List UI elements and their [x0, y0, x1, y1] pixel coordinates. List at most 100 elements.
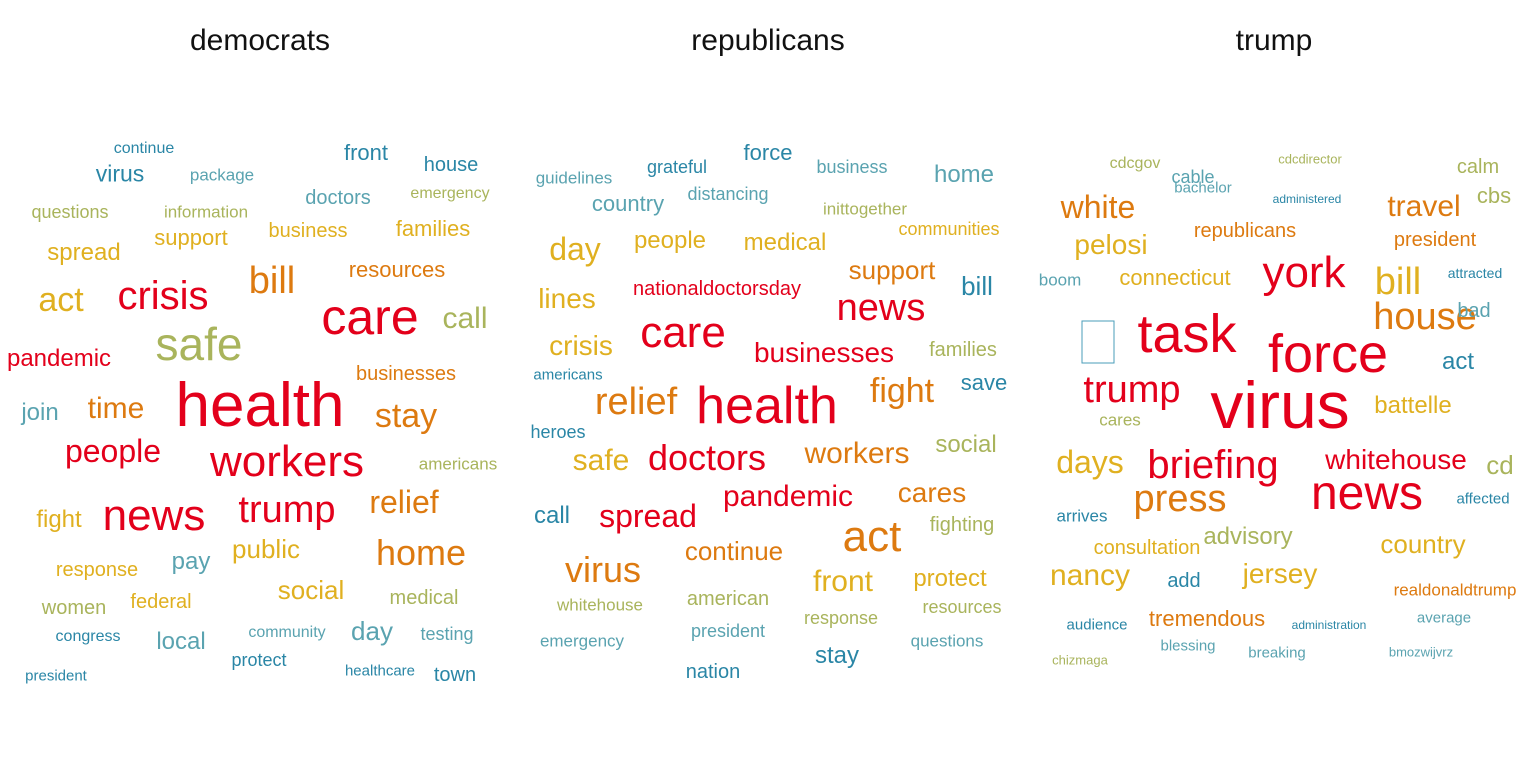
word-battelle: battelle: [1374, 392, 1452, 419]
word-business: business: [816, 157, 888, 177]
word-administered: administered: [1272, 192, 1342, 206]
panel-title: trump: [1235, 24, 1313, 57]
word-day: day: [549, 231, 601, 267]
word-cloud: continue front house virus package doctors eme…: [4, 0, 516, 768]
panel-trump: trump cdcgov cdcdirector calm bachelor cable…: [1018, 0, 1530, 768]
word-front: front: [343, 140, 389, 165]
word-cloud: cdcgov cdcdirector calm bachelor cable admini…: [1018, 0, 1530, 768]
word-act: act: [842, 512, 902, 561]
word-jersey: jersey: [1242, 558, 1318, 589]
word-cbs: cbs: [1476, 183, 1512, 208]
word-calm: calm: [1456, 156, 1500, 178]
word-healthcare: healthcare: [344, 662, 416, 680]
word-pandemic: pandemic: [6, 345, 112, 372]
panel-title: democrats: [189, 24, 331, 57]
word-travel: travel: [1387, 190, 1461, 223]
word-continue: continue: [684, 536, 784, 566]
word-virus: virus: [95, 160, 145, 187]
word-republicans: republicans: [1193, 220, 1297, 242]
word-virus: virus: [564, 549, 642, 590]
word-business: business: [268, 220, 348, 242]
word-affected: affected: [1456, 490, 1510, 508]
word-federal: federal: [130, 591, 192, 613]
word-grateful: grateful: [646, 157, 708, 177]
word-virus: virus: [1210, 368, 1350, 442]
word-doctors: doctors: [305, 187, 371, 209]
word-americans: americans: [533, 366, 603, 384]
word-protect: protect: [231, 650, 287, 670]
word-bmozwijvrz: bmozwijvrz: [1388, 644, 1454, 660]
word-nationaldoctorsday: nationaldoctorsday: [633, 278, 801, 300]
word-day: day: [351, 616, 393, 646]
word-nancy: nancy: [1049, 559, 1131, 592]
word-trump: trump: [1083, 369, 1181, 411]
word-president: president: [690, 621, 766, 641]
missing-glyph-icon: [1081, 320, 1115, 364]
word-task: task: [1137, 304, 1237, 364]
word-nation: nation: [685, 661, 741, 683]
word-join: join: [21, 399, 59, 426]
word-boom: boom: [1038, 270, 1082, 290]
word-consultation: consultation: [1093, 537, 1201, 559]
word-bill: bill: [961, 271, 993, 301]
panel-title: republicans: [691, 24, 845, 57]
word-call: call: [442, 302, 488, 335]
word-news: news: [102, 491, 206, 540]
word-medical: medical: [389, 587, 459, 609]
word-press: press: [1133, 478, 1227, 520]
word-tremendous: tremendous: [1148, 606, 1266, 631]
word-questions: questions: [910, 631, 984, 651]
word-social: social: [277, 575, 345, 605]
word-arrives: arrives: [1056, 506, 1108, 526]
word-businesses: businesses: [355, 363, 457, 385]
word-cares: cares: [1099, 410, 1141, 430]
word-cd: cd: [1486, 450, 1514, 480]
word-businesses: businesses: [753, 337, 895, 368]
word-package: package: [189, 165, 255, 185]
word-realdonaldtrump: realdonaldtrump: [1393, 580, 1517, 600]
word-fight: fight: [36, 506, 82, 533]
word-home: home: [933, 161, 995, 188]
word-relief: relief: [594, 381, 678, 423]
word-emergency: emergency: [410, 185, 490, 202]
word-people: people: [633, 227, 707, 254]
word-president: president: [1393, 229, 1477, 251]
word-families: families: [929, 339, 997, 361]
word-advisory: advisory: [1203, 523, 1293, 550]
word-stay: stay: [814, 642, 860, 669]
word-information: information: [163, 202, 249, 222]
word-breaking: breaking: [1248, 644, 1306, 662]
word-testing: testing: [420, 624, 474, 644]
word-guidelines: guidelines: [535, 168, 613, 188]
word-cable: cable: [1171, 167, 1215, 187]
word-front: front: [812, 565, 874, 598]
word-safe: safe: [572, 444, 630, 477]
word-fight: fight: [869, 372, 935, 410]
word-social: social: [935, 431, 997, 458]
word-workers: workers: [209, 437, 365, 486]
word-congress: congress: [55, 628, 121, 645]
word-community: community: [248, 624, 326, 641]
word-force: force: [743, 140, 793, 165]
word-country: country: [1380, 529, 1466, 559]
word-protect: protect: [913, 565, 987, 592]
word-continue: continue: [113, 140, 175, 157]
word-country: country: [591, 191, 665, 216]
word-relief: relief: [369, 484, 439, 520]
word-pandemic: pandemic: [722, 480, 854, 513]
word-york: york: [1262, 248, 1346, 297]
word-safe: safe: [155, 318, 243, 370]
word-spread: spread: [47, 239, 121, 266]
word-crisis: crisis: [117, 274, 209, 318]
word-bill: bill: [1374, 261, 1422, 303]
panel-democrats: democrats continue front house virus package…: [4, 0, 516, 768]
word-care: care: [321, 289, 419, 345]
word-time: time: [87, 392, 145, 425]
word-briefing: briefing: [1147, 443, 1279, 487]
word-save: save: [960, 370, 1008, 395]
word-people: people: [64, 433, 162, 469]
word-cares: cares: [897, 477, 967, 508]
word-news: news: [1310, 467, 1424, 520]
word-call: call: [533, 502, 571, 529]
word-inittogether: inittogether: [822, 199, 908, 219]
